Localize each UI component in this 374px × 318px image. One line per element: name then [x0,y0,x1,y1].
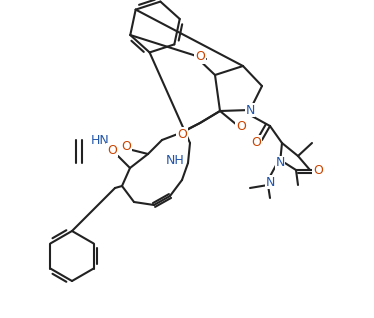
Text: N: N [265,176,275,189]
Text: O: O [121,140,131,153]
Text: N: N [245,103,255,116]
Text: O: O [195,51,205,64]
Text: O: O [177,128,187,141]
Text: NH: NH [166,154,184,167]
Text: O: O [313,163,323,176]
Text: O: O [236,121,246,134]
Text: O: O [107,143,117,156]
Text: N: N [275,156,285,169]
Text: HN: HN [91,134,109,147]
Text: O: O [251,135,261,149]
